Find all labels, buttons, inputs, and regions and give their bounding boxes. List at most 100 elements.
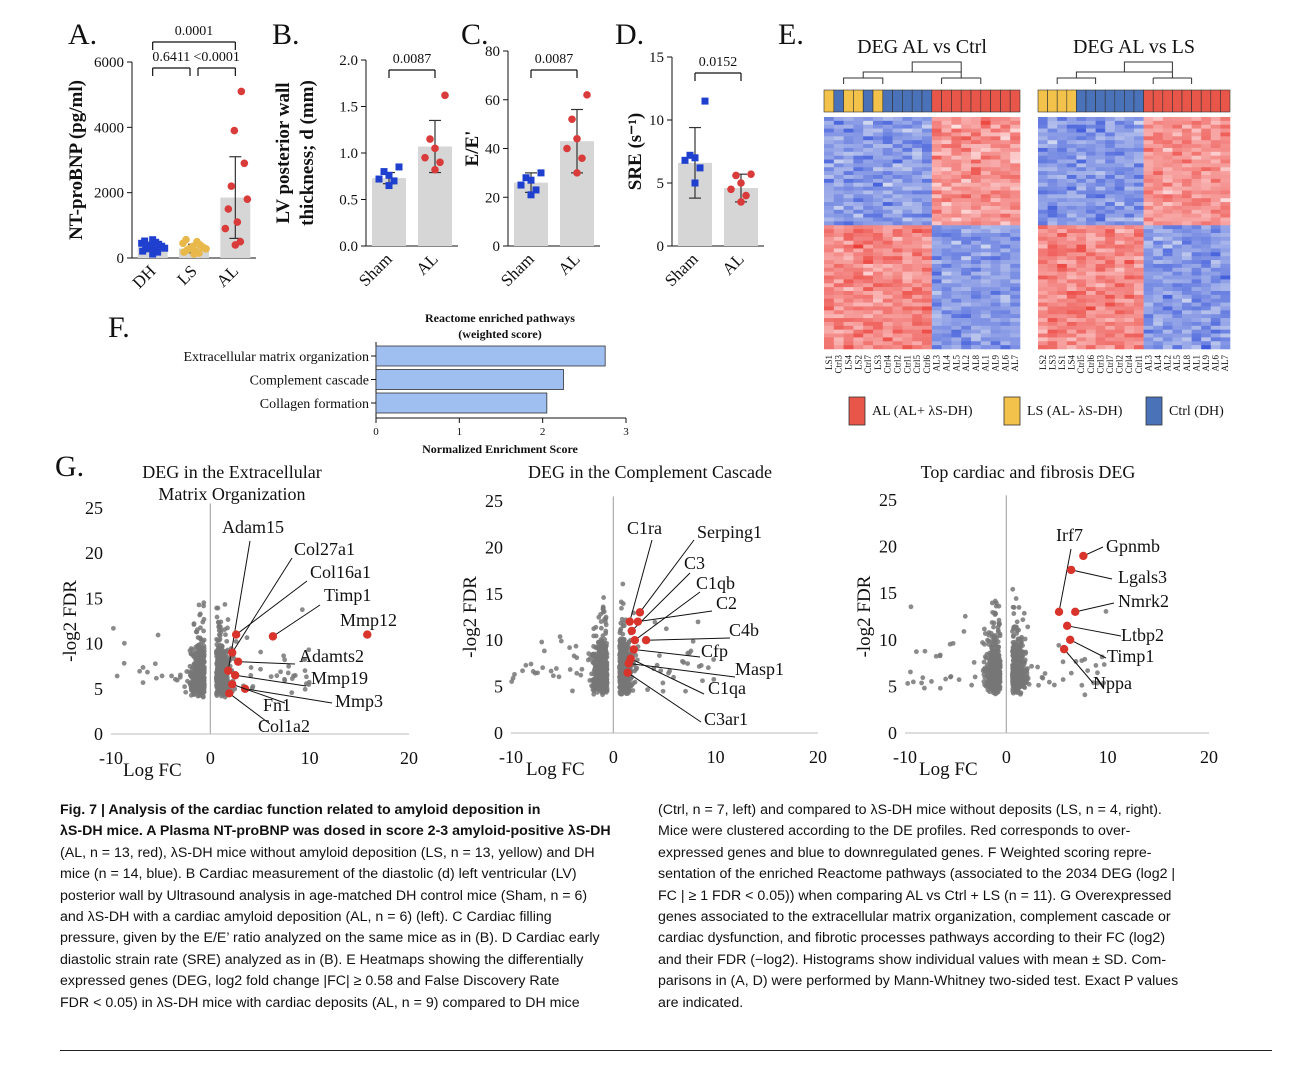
heatmap-cell	[1162, 202, 1173, 207]
heatmap-cell	[1210, 341, 1221, 346]
heatmap-cell	[1162, 260, 1173, 265]
group-annotation	[833, 89, 844, 113]
data-point	[747, 170, 755, 178]
heatmap-cell	[1105, 120, 1116, 126]
heatmap-cell	[1066, 298, 1077, 303]
heatmap-cell	[833, 271, 844, 276]
heatmap-cell	[853, 275, 864, 280]
heatmap-cell	[1143, 151, 1154, 156]
heatmap-cell	[833, 345, 844, 350]
heatmap-cell	[1162, 151, 1173, 156]
chart-title: DEG in the Extracellular	[142, 462, 321, 482]
heatmap-cell	[931, 302, 942, 307]
heatmap-cell	[961, 202, 972, 207]
heatmap-cell	[902, 194, 913, 199]
heatmap-cell	[902, 186, 913, 191]
heatmap-cell	[863, 271, 874, 276]
heatmap-cell	[873, 306, 884, 311]
heatmap-cell	[902, 132, 913, 137]
gene-point	[623, 681, 629, 686]
heatmap-cell	[980, 333, 991, 338]
heatmap-cell	[1066, 248, 1077, 253]
heatmap-cell	[1201, 167, 1212, 172]
heatmap-cell	[824, 120, 835, 126]
heatmap-cell	[1066, 337, 1077, 342]
heatmap-cell	[1095, 167, 1106, 172]
heatmap-cell	[902, 240, 913, 245]
group-annotation	[990, 89, 1001, 113]
sample-label: LS1	[1057, 355, 1067, 370]
heatmap-cell	[922, 240, 933, 245]
heatmap-cell	[931, 294, 942, 300]
heatmap-cell	[961, 267, 972, 272]
heatmap-cell	[1182, 151, 1192, 156]
heatmap-cell	[1134, 298, 1144, 303]
heatmap-cell	[1010, 294, 1021, 300]
heatmap-cell	[1134, 155, 1144, 160]
sample-label: AL7	[1220, 355, 1230, 372]
heatmap-cell	[892, 318, 903, 323]
heatmap-cell	[1105, 283, 1116, 288]
heatmap-cell	[1153, 217, 1164, 222]
heatmap-cell	[1182, 325, 1192, 330]
heatmap-cell	[1086, 198, 1096, 203]
gene-point	[216, 620, 222, 626]
heatmap-cell	[971, 159, 982, 164]
heatmap-cell	[833, 151, 844, 156]
heatmap-cell	[1047, 140, 1058, 145]
heatmap-cell	[961, 171, 972, 176]
group-annotation	[1133, 89, 1144, 113]
heatmap-cell	[863, 151, 874, 156]
heatmap-cell	[1210, 128, 1221, 133]
heatmap-cell	[990, 117, 1001, 122]
heatmap-cell	[990, 205, 1001, 211]
heatmap-cell	[882, 213, 893, 218]
heatmap-cell	[961, 155, 972, 160]
heatmap-cell	[843, 236, 854, 242]
heatmap-cell	[882, 248, 893, 253]
heatmap-cell	[1057, 205, 1068, 211]
group-annotation	[843, 89, 854, 113]
heatmap-cell	[892, 182, 903, 187]
heatmap-cell	[833, 287, 844, 292]
heatmap-cell	[1038, 182, 1048, 187]
heatmap-cell	[1143, 240, 1154, 245]
heatmap-cell	[843, 244, 854, 249]
heatmap-cell	[863, 236, 874, 242]
heatmap-cell	[1105, 151, 1116, 156]
heatmap-cell	[1210, 186, 1221, 191]
heatmap-cell	[1095, 182, 1106, 187]
heatmap-cell	[1143, 314, 1154, 319]
gene-point	[922, 685, 927, 691]
heatmap-cell	[941, 244, 952, 249]
heatmap-cell	[1162, 136, 1173, 141]
bar	[375, 345, 606, 367]
heatmap-cell	[892, 147, 903, 153]
label-leader	[630, 658, 705, 695]
heatmap-cell	[1162, 345, 1173, 350]
heatmap-cell	[843, 302, 854, 307]
heatmap-cell	[1153, 240, 1164, 245]
heatmap-cell	[1134, 132, 1144, 137]
heatmap-cell	[941, 275, 952, 280]
heatmap-cell	[1153, 321, 1164, 327]
heatmap-cell	[1057, 209, 1068, 214]
label-leader	[235, 674, 307, 687]
heatmap-cell	[1057, 291, 1068, 296]
heatmap-cell	[1182, 275, 1192, 280]
heatmap-cell	[1076, 229, 1087, 234]
heatmap-cell	[853, 167, 864, 172]
heatmap-cell	[1210, 136, 1221, 141]
heatmap-cell	[961, 291, 972, 296]
heatmap-cell	[1066, 194, 1077, 199]
heatmap-cell	[833, 333, 844, 338]
gene-point	[982, 626, 987, 632]
x-tick-label: 20	[400, 748, 418, 768]
heatmap-cell	[922, 140, 933, 145]
heatmap-cell	[1143, 260, 1154, 265]
heatmap-cell	[1191, 136, 1202, 141]
heatmap-cell	[853, 248, 864, 253]
heatmap-cell	[1038, 333, 1048, 338]
heatmap-cell	[1210, 209, 1221, 214]
